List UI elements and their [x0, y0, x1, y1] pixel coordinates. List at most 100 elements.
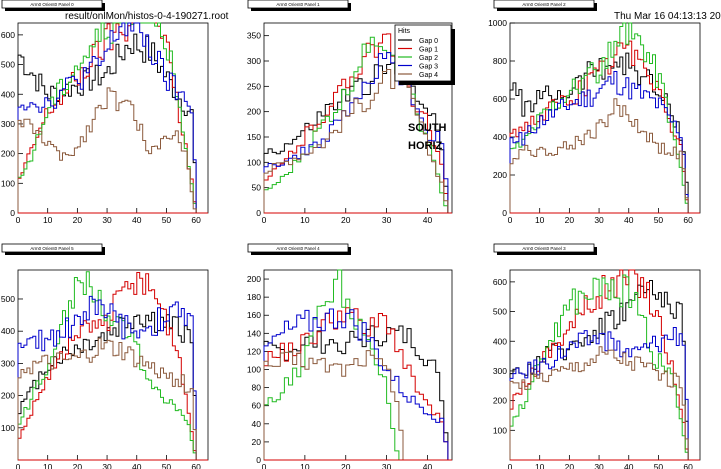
x-tick-label: 40	[624, 462, 634, 469]
series-line-gap-3	[263, 52, 449, 213]
y-tick-label: 150	[247, 132, 261, 142]
y-tick-label: 0	[502, 208, 507, 218]
y-tick-label: 400	[1, 326, 15, 336]
y-tick-label: 200	[247, 274, 261, 284]
x-tick-label: 30	[102, 462, 112, 469]
plot-frame	[509, 22, 701, 214]
y-tick-label: 40	[252, 419, 262, 429]
y-tick-label: 300	[1, 119, 15, 129]
panel-title: Arm0 Orient0 Panel 5	[30, 246, 74, 251]
x-tick-label: 30	[594, 215, 604, 225]
x-tick-label: 50	[162, 215, 172, 225]
series-line-gap-4	[17, 337, 197, 460]
series-line-gap-0	[263, 325, 449, 460]
x-tick-label: 10	[300, 215, 310, 225]
series-line-gap-1	[263, 307, 449, 460]
series-line-gap-4	[17, 87, 197, 213]
series-line-gap-2	[17, 271, 197, 460]
series-line-gap-3	[509, 71, 689, 213]
title-frame	[247, 243, 349, 253]
panel-title: Arm0 Orient0 Panel 2	[522, 2, 566, 7]
y-tick-label: 100	[1, 178, 15, 188]
x-tick-label: 30	[594, 462, 604, 469]
title-frame	[1, 243, 103, 253]
legend-entry: Gap 2	[419, 55, 438, 62]
x-tick-label: 20	[341, 215, 351, 225]
histogram-panel-5: Arm0 Orient0 Panel 3 100 200 300 400 500 600 0 1…	[493, 243, 701, 469]
series-line-gap-3	[17, 22, 197, 213]
series-line-gap-0	[17, 33, 197, 213]
series-line-gap-4	[263, 69, 449, 213]
x-tick-label: 40	[624, 215, 634, 225]
x-tick-label: 40	[132, 215, 142, 225]
y-tick-label: 300	[493, 366, 507, 376]
x-tick-label: 10	[300, 462, 310, 469]
series-line-gap-2	[509, 22, 689, 213]
x-tick-label: 10	[43, 215, 53, 225]
x-tick-label: 50	[654, 462, 664, 469]
x-tick-label: 20	[73, 215, 83, 225]
y-tick-label: 50	[252, 183, 262, 193]
x-tick-label: 30	[102, 215, 112, 225]
y-tick-label: 500	[493, 307, 507, 317]
y-tick-label: 300	[247, 56, 261, 66]
y-tick-label: 200	[493, 396, 507, 406]
y-tick-label: 100	[247, 157, 261, 167]
panels-group: Arm0 Orient0 Panel 001002003004005006000…	[1, 0, 701, 469]
series-line-gap-3	[17, 295, 197, 460]
x-tick-label: 20	[341, 462, 351, 469]
y-tick-label: 100	[493, 425, 507, 435]
title-frame	[493, 0, 595, 9]
series-line-gap-4	[263, 350, 404, 460]
y-tick-label: 600	[493, 94, 507, 104]
y-tick-label: 200	[1, 149, 15, 159]
y-tick-label: 180	[247, 292, 261, 302]
title-frame	[493, 243, 595, 253]
x-tick-label: 10	[535, 462, 545, 469]
panel-title-box: Arm0 Orient0 Panel 5	[1, 243, 105, 255]
y-tick-label: 350	[247, 31, 261, 41]
x-tick-label: 50	[162, 462, 172, 469]
x-tick-label: 10	[43, 462, 53, 469]
x-tick-label: 60	[683, 215, 693, 225]
series-line-gap-4	[509, 346, 689, 460]
legend-entry: Gap 0	[419, 38, 438, 45]
x-tick-label: 0	[16, 462, 21, 469]
legend-title: Hits	[398, 28, 411, 35]
y-tick-label: 500	[1, 294, 15, 304]
panel-title: Arm0 Orient0 Panel 1	[276, 2, 320, 7]
x-tick-label: 60	[683, 462, 693, 469]
series-line-gap-0	[509, 280, 689, 460]
series-line-gap-3	[263, 308, 449, 460]
y-tick-label: 100	[1, 423, 15, 433]
legend-entry: Gap 3	[419, 64, 438, 71]
panel-title-box: Arm0 Orient0 Panel 4	[247, 243, 351, 255]
y-tick-label: 400	[493, 336, 507, 346]
y-tick-label: 0	[256, 455, 261, 465]
annotation-horiz: HORIZ	[408, 140, 443, 152]
histogram-panel-4: Arm0 Orient0 Panel 402040608010012014016…	[247, 243, 453, 469]
series-line-gap-1	[17, 22, 197, 213]
y-tick-label: 400	[1, 89, 15, 99]
y-tick-label: 200	[1, 391, 15, 401]
legend-entry: Gap 1	[419, 47, 438, 54]
series-line-gap-2	[263, 36, 449, 213]
y-tick-label: 400	[493, 132, 507, 142]
histogram-panel-3: Arm0 Orient0 Panel 5 100 200 300 400 500 0 10 20…	[1, 243, 209, 469]
file-path-label: result/onlMon/histos-0-4-190271.root	[65, 11, 229, 22]
x-tick-label: 0	[262, 215, 267, 225]
series-line-gap-1	[17, 272, 197, 460]
y-tick-label: 120	[247, 346, 261, 356]
annotation-south: SOUTH	[408, 122, 447, 134]
y-tick-label: 300	[1, 358, 15, 368]
x-tick-label: 20	[565, 462, 575, 469]
x-tick-label: 60	[191, 215, 201, 225]
panel-title: Arm0 Orient0 Panel 4	[276, 246, 320, 251]
x-tick-label: 40	[423, 462, 433, 469]
x-tick-label: 0	[16, 215, 21, 225]
series-line-gap-1	[263, 33, 449, 213]
y-tick-label: 250	[247, 81, 261, 91]
timestamp-label: Thu Mar 16 04:13:13 2006	[614, 11, 721, 22]
histogram-panel-0: Arm0 Orient0 Panel 0 0 100 200 300 400 500 600 0…	[1, 0, 209, 225]
